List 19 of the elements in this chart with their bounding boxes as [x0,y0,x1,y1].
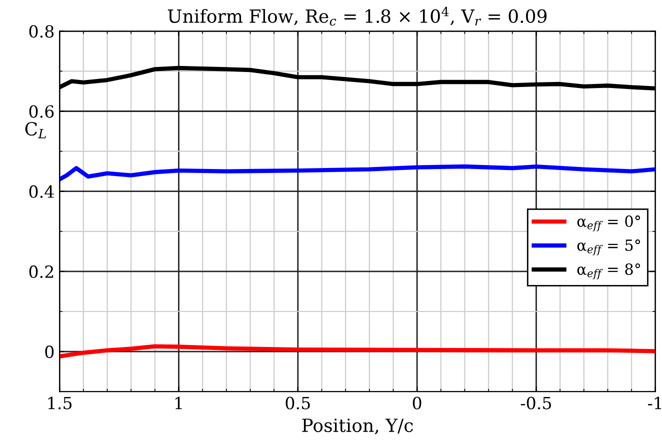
line-series [60,344,656,358]
x-tick-label: 0 [412,396,422,410]
chart-title: Uniform Flow, Re$_{c}$ = 1.8 × 10$^{4}$, V$_{r}$ = 0.09 [168,6,547,26]
x-axis-title: Position, Y/c [302,418,413,434]
x-tick-label: 1.5 [48,396,72,410]
y-axis-title: C$_{L}$ [25,122,46,138]
line-series [60,164,656,182]
x-tick-label: -0.5 [520,396,551,410]
y-tick-label: 0.6 [29,105,54,118]
x-tick-label: -1 [648,396,662,410]
x-tick-label: 0.5 [286,396,310,410]
legend-label: α$_{eff}$ = 5° [577,239,640,256]
legend-label: α$_{eff}$ = 8° [577,263,640,280]
y-tick-label: 0.8 [29,25,54,38]
y-tick-label: 0 [45,346,54,358]
y-tick-label: 0.4 [29,185,54,198]
legend-label: α$_{eff}$ = 0° [577,215,640,232]
x-tick-label: 1 [175,396,182,410]
y-tick-label: 0.2 [29,265,54,278]
